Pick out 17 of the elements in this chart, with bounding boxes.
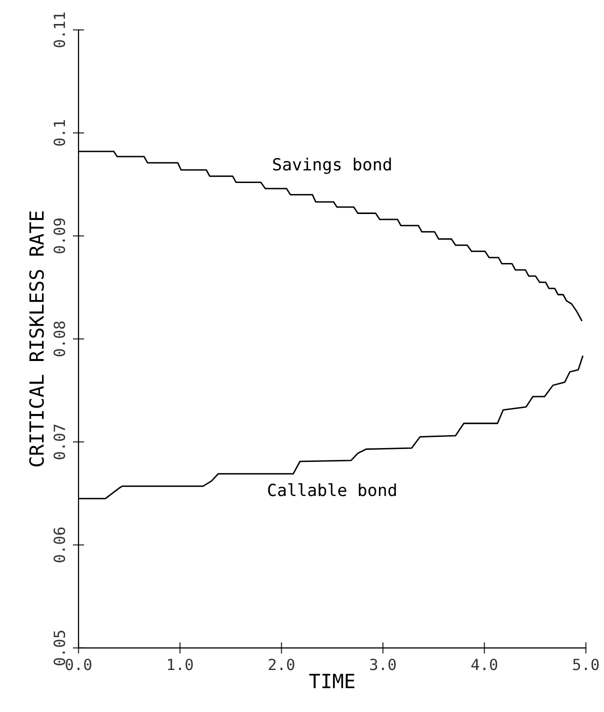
x-tick-label: 0.0	[66, 658, 92, 670]
x-tick-label: 4.0	[471, 658, 498, 670]
y-tick-label: 0.1	[54, 120, 66, 146]
x-tick-label: 5.0	[573, 658, 599, 670]
series-label: Savings bond	[273, 158, 391, 174]
y-axis-title: CRITICAL RISKLESS RATE	[29, 211, 44, 466]
y-tick-label: 0.05	[54, 630, 66, 666]
y-tick-label: 0.06	[54, 528, 66, 562]
series-label: Callable bond	[268, 483, 396, 496]
x-tick-label: 3.0	[370, 658, 396, 670]
y-tick-label: 0.07	[54, 424, 66, 460]
x-tick-label: 2.0	[268, 658, 294, 670]
y-tick-label: 0.09	[54, 218, 66, 254]
y-tick-label: 0.08	[54, 321, 66, 356]
y-tick-label: 0.11	[54, 12, 66, 48]
x-tick-label: 1.0	[168, 658, 193, 670]
x-axis-title: TIME	[309, 674, 354, 688]
